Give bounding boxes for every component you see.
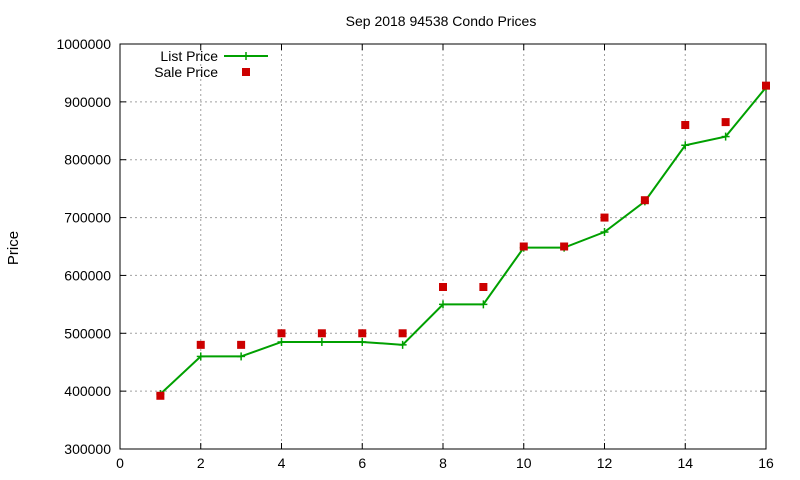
axis-ticks: 0 2 4 6 8 10 12 14 16 300000 400000 500000 600000 700… bbox=[56, 36, 774, 471]
y-tick-label: 800000 bbox=[64, 152, 111, 168]
y-tick-label: 500000 bbox=[64, 325, 111, 341]
list-price-point bbox=[479, 300, 488, 309]
sale-price-point bbox=[237, 340, 246, 349]
sale-price-point bbox=[317, 329, 326, 338]
sale-price-point bbox=[519, 242, 528, 251]
y-axis-label: Price bbox=[5, 231, 22, 265]
y-tick-label: 400000 bbox=[64, 383, 111, 399]
x-tick-label: 8 bbox=[439, 455, 447, 471]
sale-price-point bbox=[640, 196, 649, 205]
sale-price-point bbox=[398, 329, 407, 338]
x-tick-label: 14 bbox=[677, 455, 693, 471]
list-price-point bbox=[358, 337, 367, 346]
x-tick-label: 2 bbox=[197, 455, 205, 471]
sale-price-point bbox=[600, 213, 609, 222]
x-tick-label: 16 bbox=[758, 455, 774, 471]
sale-price-point bbox=[560, 242, 569, 251]
x-tick-label: 4 bbox=[278, 455, 286, 471]
list-price-point bbox=[721, 132, 730, 141]
series-group bbox=[156, 81, 770, 400]
x-tick-label: 0 bbox=[116, 455, 124, 471]
x-tick-label: 10 bbox=[516, 455, 532, 471]
x-tick-label: 12 bbox=[597, 455, 613, 471]
y-tick-label: 900000 bbox=[64, 94, 111, 110]
y-tick-label: 600000 bbox=[64, 267, 111, 283]
sale-price-point bbox=[196, 340, 205, 349]
grid bbox=[120, 44, 766, 449]
y-tick-label: 700000 bbox=[64, 210, 111, 226]
list-price-point bbox=[600, 228, 609, 237]
sale-price-point bbox=[358, 329, 367, 338]
list-price-point bbox=[277, 337, 286, 346]
sale-price-point bbox=[439, 283, 447, 291]
y-tick-label: 300000 bbox=[64, 441, 111, 457]
sale-price-point bbox=[277, 329, 286, 338]
legend-swatch-sale-price bbox=[242, 68, 250, 76]
sale-price-point bbox=[156, 391, 165, 400]
sale-price-point bbox=[762, 81, 770, 90]
list-price-point bbox=[398, 340, 407, 349]
legend-label-sale-price: Sale Price bbox=[154, 64, 218, 80]
list-price-point bbox=[196, 352, 205, 361]
x-tick-label: 6 bbox=[358, 455, 366, 471]
chart-title: Sep 2018 94538 Condo Prices bbox=[346, 13, 537, 29]
sale-price-point bbox=[681, 121, 690, 129]
list-price-point bbox=[237, 352, 246, 361]
list-price-point bbox=[439, 300, 447, 309]
sale-price-point bbox=[479, 283, 488, 291]
list-price-point bbox=[681, 141, 690, 150]
series-line-list-price bbox=[159, 86, 767, 395]
legend-label-list-price: List Price bbox=[160, 48, 218, 64]
list-price-point bbox=[317, 337, 326, 346]
y-tick-label: 1000000 bbox=[56, 36, 111, 52]
sale-price-point bbox=[721, 118, 730, 127]
